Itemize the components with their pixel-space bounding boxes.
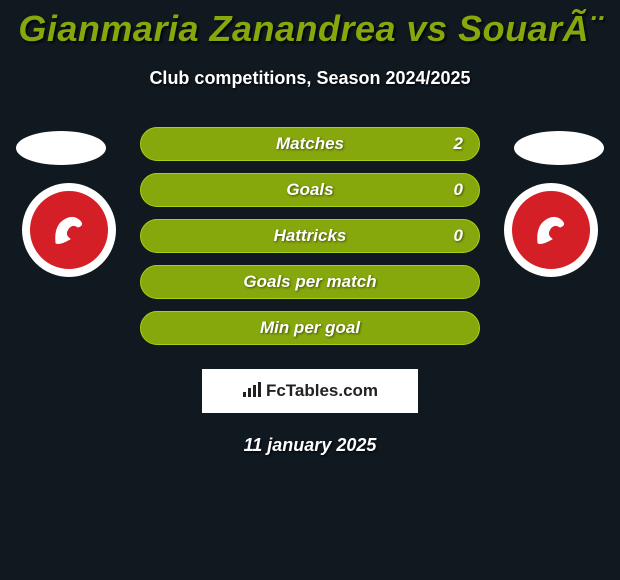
club-badge-left [22,183,116,277]
stat-row: Min per goal [140,311,480,345]
stat-label: Min per goal [260,318,360,338]
stat-value: 0 [454,226,463,246]
stat-label: Goals [286,180,333,200]
stat-value: 2 [454,134,463,154]
stat-row: Goals 0 [140,173,480,207]
stat-label: Hattricks [274,226,347,246]
branding-text: FcTables.com [266,381,378,401]
player-avatar-left [16,131,106,165]
stat-row: Hattricks 0 [140,219,480,253]
stat-bar-list: Matches 2 Goals 0 Hattricks 0 Goals per … [140,127,480,345]
comparison-area: Matches 2 Goals 0 Hattricks 0 Goals per … [0,127,620,456]
club-badge-right [504,183,598,277]
subtitle: Club competitions, Season 2024/2025 [0,68,620,89]
chart-icon [242,382,262,401]
stat-value: 0 [454,180,463,200]
stat-label: Matches [276,134,344,154]
stat-row: Goals per match [140,265,480,299]
stat-row: Matches 2 [140,127,480,161]
griffin-icon [504,183,598,277]
footer-date: 11 january 2025 [0,435,620,456]
stat-label: Goals per match [243,272,376,292]
griffin-icon [22,183,116,277]
player-avatar-right [514,131,604,165]
branding-box: FcTables.com [202,369,418,413]
page-title: Gianmaria Zanandrea vs SouarÃ¨ [0,0,620,50]
